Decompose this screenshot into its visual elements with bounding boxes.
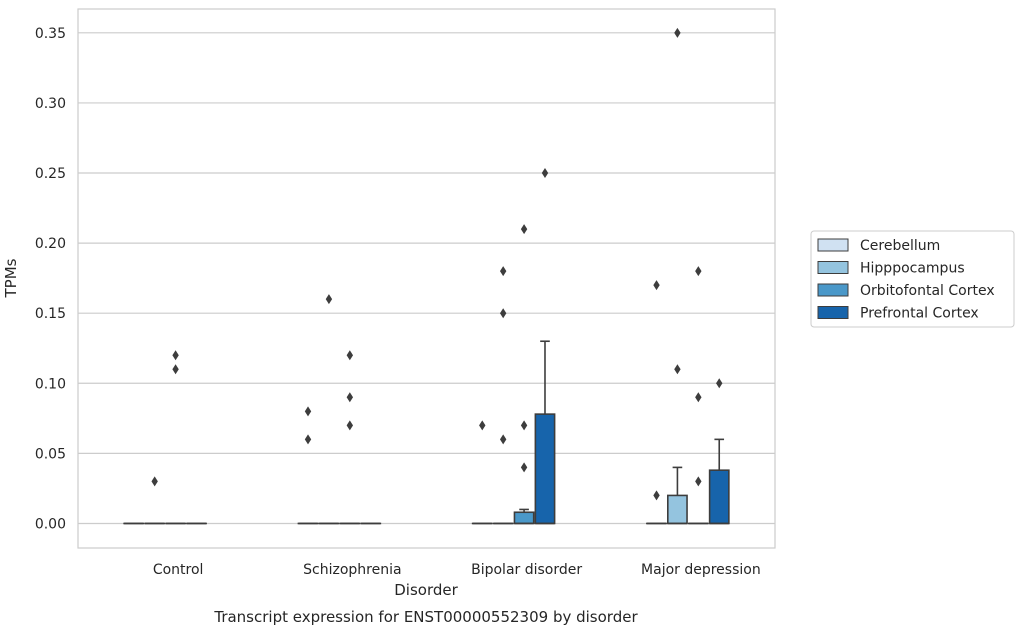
outlier-point <box>653 280 660 291</box>
outlier-point <box>695 476 702 487</box>
y-tick-label: 0.15 <box>35 306 66 322</box>
legend-label: Cerebellum <box>860 238 940 254</box>
outlier-point <box>499 308 507 319</box>
legend-label: Prefrontal Cortex <box>860 306 979 322</box>
outlier-point <box>520 224 528 235</box>
box-rect <box>534 413 556 525</box>
plot-frame <box>77 8 776 549</box>
outlier-point <box>346 420 354 431</box>
outlier-point <box>172 364 179 375</box>
outlier-point <box>499 434 507 445</box>
outlier-point <box>695 266 702 277</box>
box-rect <box>667 494 688 525</box>
outlier-point <box>346 350 354 361</box>
x-tick-label: Major depression <box>641 562 761 578</box>
y-tick-label: 0.05 <box>35 446 66 462</box>
y-tick-label: 0.25 <box>35 166 66 182</box>
y-tick-label: 0.35 <box>35 26 66 42</box>
legend-swatch <box>817 283 849 297</box>
legend-swatch <box>817 261 849 274</box>
x-tick-label: Control <box>153 562 204 578</box>
chart-caption: Transcript expression for ENST0000055230… <box>213 608 638 626</box>
box-orbitofontal-cortex <box>513 508 535 525</box>
box-hipppocampus <box>667 466 688 525</box>
outlier-point <box>346 392 354 403</box>
outlier-point <box>653 490 660 501</box>
outlier-point <box>151 476 158 487</box>
y-tick-labels: 0.00 0.05 0.10 0.15 0.20 0.25 0.30 0.35 <box>35 26 66 533</box>
y-tick-label: 0.00 <box>35 516 66 532</box>
y-axis-title: TPMs <box>2 258 20 298</box>
box-rect <box>513 511 535 525</box>
outlier-point <box>304 406 312 417</box>
y-gridlines <box>78 32 775 525</box>
x-axis-title: Disorder <box>394 581 458 599</box>
outlier-point <box>520 420 528 431</box>
outlier-point <box>716 378 723 389</box>
legend-label: Hipppocampus <box>860 261 965 277</box>
y-tick-label: 0.10 <box>35 376 66 392</box>
y-tick-label: 0.30 <box>35 96 66 112</box>
box-prefrontal-cortex <box>708 438 730 525</box>
box-rect <box>708 469 730 525</box>
x-tick-label: Bipolar disorder <box>471 562 582 578</box>
outlier-point <box>172 350 179 361</box>
outlier-points <box>151 27 723 501</box>
outlier-point <box>304 434 312 445</box>
box-series <box>123 340 730 525</box>
x-tick-labels: Control Schizophrenia Bipolar disorder Majo… <box>153 562 761 578</box>
y-tick-label: 0.20 <box>35 236 66 252</box>
outlier-point <box>674 27 681 38</box>
x-tick-label: Schizophrenia <box>303 562 401 578</box>
legend-label: Orbitofontal Cortex <box>860 283 995 299</box>
outlier-point <box>325 294 333 305</box>
outlier-point <box>695 392 702 403</box>
legend: Cerebellum Hipppocampus Orbitofontal Corte… <box>810 230 1015 328</box>
legend-swatch <box>817 306 849 319</box>
outlier-point <box>541 168 549 179</box>
outlier-point <box>499 266 507 277</box>
box-prefrontal-cortex <box>534 340 556 525</box>
outlier-point <box>674 364 681 375</box>
outlier-point <box>520 462 528 473</box>
legend-frame <box>810 230 1015 328</box>
outlier-point <box>479 420 486 431</box>
legend-swatch <box>817 238 849 252</box>
